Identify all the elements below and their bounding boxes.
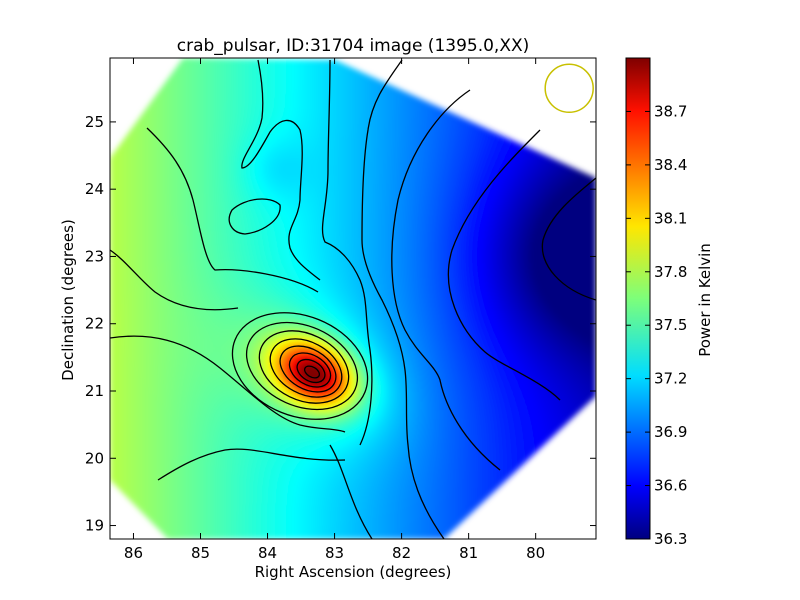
- y-axis: 19 20 21 22 23 24 25: [85, 113, 596, 535]
- x-tick-label: 81: [459, 544, 478, 562]
- contour-line: [447, 129, 561, 401]
- y-tick-label: 21: [85, 382, 104, 400]
- contour-line: [146, 127, 319, 293]
- x-axis: 86 85 84 83 82 81 80: [124, 58, 545, 562]
- contour-line: [303, 365, 321, 379]
- beam-circle: [544, 63, 594, 114]
- colorbar-tick-label: 37.2: [654, 370, 687, 388]
- colorbar-tick-label: 38.4: [654, 156, 687, 174]
- contour-line: [241, 59, 321, 281]
- colorbar-tick-label: 37.5: [654, 316, 687, 334]
- contour-line: [391, 89, 501, 471]
- y-axis-label: Declination (degrees): [59, 219, 77, 381]
- x-tick-label: 85: [191, 544, 210, 562]
- x-tick-label: 86: [124, 544, 143, 562]
- contour-lines: [110, 59, 596, 539]
- colorbar-gradient: [626, 58, 650, 539]
- x-tick-label: 84: [258, 544, 277, 562]
- y-tick-label: 22: [85, 315, 104, 333]
- y-tick-label: 24: [85, 180, 104, 198]
- x-axis-label: Right Ascension (degrees): [255, 563, 452, 581]
- colorbar-frame: [625, 57, 651, 540]
- y-tick-label: 25: [85, 113, 104, 131]
- contour-line: [258, 330, 350, 404]
- colorbar-tick-label: 36.9: [654, 423, 687, 441]
- contour-line: [541, 177, 596, 301]
- contour-line: [110, 249, 239, 311]
- colorbar-tick-label: 38.1: [654, 209, 687, 227]
- colorbar-tick-label: 36.6: [654, 477, 687, 495]
- plot-frame: [109, 57, 597, 540]
- colorbar-ticks: 36.3 36.6 36.9 37.2 37.5 37.8 38.1 38.4 38.7: [626, 102, 687, 548]
- y-tick-label: 23: [85, 247, 104, 265]
- contour-line: [329, 444, 373, 539]
- colorbar: 36.3 36.6 36.9 37.2 37.5 37.8 38.1 38.4 38.7 Pow…: [625, 57, 714, 548]
- contour-line: [157, 448, 346, 481]
- colorbar-label: Power in Kelvin: [696, 243, 714, 357]
- colorbar-tick-label: 38.7: [654, 102, 687, 120]
- x-tick-label: 80: [526, 544, 545, 562]
- colorbar-tick-label: 37.8: [654, 263, 687, 281]
- contour-line: [296, 358, 326, 384]
- contour-line: [228, 198, 281, 235]
- x-tick-label: 83: [325, 544, 344, 562]
- x-tick-label: 82: [392, 544, 411, 562]
- chart-title: crab_pulsar, ID:31704 image (1395.0,XX): [177, 36, 530, 56]
- contour-line: [269, 338, 343, 398]
- y-tick-label: 20: [85, 449, 104, 467]
- colorbar-tick-label: 36.3: [654, 530, 687, 548]
- contour-line: [361, 59, 445, 539]
- contour-line: [231, 312, 369, 420]
- y-tick-label: 19: [85, 517, 104, 535]
- contour-line: [279, 345, 337, 393]
- contour-line: [110, 335, 346, 433]
- contour-line: [321, 59, 373, 446]
- contour-line: [288, 352, 332, 388]
- contour-line: [245, 321, 359, 411]
